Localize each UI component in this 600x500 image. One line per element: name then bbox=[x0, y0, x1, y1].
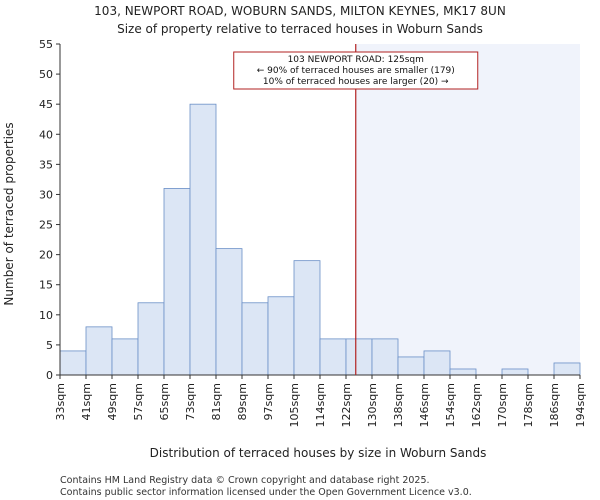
x-tick-label-57sqm: 57sqm bbox=[132, 383, 145, 420]
x-tick-label-65sqm: 65sqm bbox=[158, 383, 171, 420]
y-tick-label-40: 40 bbox=[39, 128, 53, 141]
x-tick-label-178sqm: 178sqm bbox=[522, 383, 535, 427]
y-tick-label-55: 55 bbox=[39, 38, 53, 51]
bar-138sqm bbox=[397, 356, 425, 376]
bar-57sqm bbox=[137, 302, 165, 376]
larger-region-highlight bbox=[355, 44, 580, 375]
x-tick-label-186sqm: 186sqm bbox=[548, 383, 561, 427]
y-tick-label-45: 45 bbox=[39, 98, 53, 111]
x-tick-label-105sqm: 105sqm bbox=[288, 383, 301, 427]
bar-33sqm bbox=[59, 350, 87, 376]
y-tick-label-20: 20 bbox=[39, 249, 53, 262]
x-tick-label-170sqm: 170sqm bbox=[496, 383, 509, 427]
y-tick-label-35: 35 bbox=[39, 158, 53, 171]
x-tick-label-130sqm: 130sqm bbox=[366, 383, 379, 427]
bar-49sqm bbox=[111, 338, 139, 376]
x-tick-label-122sqm: 122sqm bbox=[340, 383, 353, 427]
bar-97sqm bbox=[267, 296, 295, 376]
y-tick-label-30: 30 bbox=[39, 188, 53, 201]
annotation-line-1: 103 NEWPORT ROAD: 125sqm bbox=[288, 55, 424, 65]
x-tick-label-49sqm: 49sqm bbox=[106, 383, 119, 420]
bar-105sqm bbox=[293, 260, 321, 376]
x-tick-label-154sqm: 154sqm bbox=[444, 383, 457, 427]
x-tick-label-146sqm: 146sqm bbox=[418, 383, 431, 427]
bar-89sqm bbox=[241, 302, 269, 376]
annotation-line-3: 10% of terraced houses are larger (20) → bbox=[263, 77, 449, 87]
x-tick-label-81sqm: 81sqm bbox=[210, 383, 223, 420]
y-axis-ticks: 0 5 10 15 20 25 30 35 40 45 50 55 bbox=[39, 38, 60, 382]
bar-73sqm bbox=[189, 103, 217, 376]
bar-114sqm bbox=[319, 338, 347, 376]
annotation-line-2: ← 90% of terraced houses are smaller (17… bbox=[257, 66, 455, 76]
y-tick-label-0: 0 bbox=[46, 369, 53, 382]
footer-line-2: Contains public sector information licen… bbox=[60, 487, 472, 498]
y-tick-label-10: 10 bbox=[39, 309, 53, 322]
y-tick-label-25: 25 bbox=[39, 219, 53, 232]
bar-170sqm bbox=[501, 368, 529, 376]
bar-154sqm bbox=[449, 368, 477, 376]
x-axis-label: Distribution of terraced houses by size … bbox=[150, 446, 487, 460]
y-tick-label-50: 50 bbox=[39, 68, 53, 81]
bar-41sqm bbox=[85, 326, 113, 376]
footer-line-1: Contains HM Land Registry data © Crown c… bbox=[60, 475, 430, 486]
x-tick-label-73sqm: 73sqm bbox=[184, 383, 197, 420]
bar-81sqm bbox=[215, 248, 243, 376]
y-tick-label-15: 15 bbox=[39, 279, 53, 292]
x-tick-label-162sqm: 162sqm bbox=[470, 383, 483, 427]
bar-130sqm bbox=[371, 338, 399, 376]
bar-146sqm bbox=[423, 350, 451, 376]
x-tick-label-194sqm: 194sqm bbox=[574, 383, 587, 427]
bars-layer bbox=[59, 103, 581, 376]
x-tick-label-33sqm: 33sqm bbox=[54, 383, 67, 420]
bar-122sqm bbox=[345, 338, 373, 376]
x-tick-label-89sqm: 89sqm bbox=[236, 383, 249, 420]
x-tick-label-97sqm: 97sqm bbox=[262, 383, 275, 420]
x-tick-label-41sqm: 41sqm bbox=[80, 383, 93, 420]
chart-title: 103, NEWPORT ROAD, WOBURN SANDS, MILTON … bbox=[94, 4, 506, 18]
chart-subtitle: Size of property relative to terraced ho… bbox=[117, 22, 483, 36]
bar-65sqm bbox=[163, 188, 191, 376]
y-tick-label-5: 5 bbox=[46, 339, 53, 352]
y-axis-label: Number of terraced properties bbox=[2, 122, 16, 305]
annotation-box-frame bbox=[233, 51, 479, 90]
x-tick-label-138sqm: 138sqm bbox=[392, 383, 405, 427]
annotation-box: 103 NEWPORT ROAD: 125sqm ← 90% of terrac… bbox=[233, 51, 479, 90]
x-axis-ticks: 33sqm 41sqm 49sqm 57sqm 65sqm 73sqm 81sqm 89sqm… bbox=[54, 375, 587, 427]
bar-186sqm bbox=[553, 362, 581, 376]
x-tick-label-114sqm: 114sqm bbox=[314, 383, 327, 427]
